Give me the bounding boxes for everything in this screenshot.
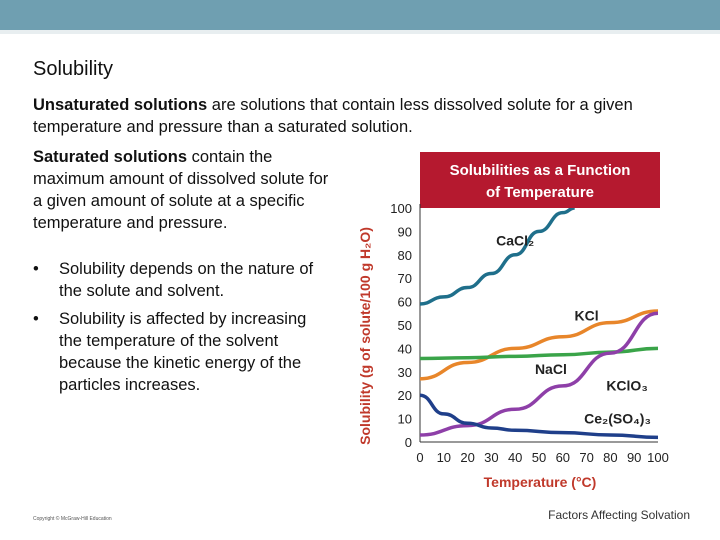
copyright-notice: Copyright © McGraw-Hill Education (33, 516, 112, 522)
header-band (0, 0, 720, 30)
series-label: Ce₂(SO₄)₃ (584, 410, 651, 426)
x-tick-label: 90 (627, 450, 641, 465)
header-divider (0, 30, 720, 34)
slide-title: Solubility (33, 58, 114, 80)
y-tick-label: 0 (405, 435, 412, 450)
x-tick-label: 60 (556, 450, 570, 465)
series-label: CaCl₂ (496, 232, 534, 248)
solubility-chart: Solubilities as a Function of Temperatur… (357, 152, 669, 490)
unsaturated-term: Unsaturated solutions (33, 96, 208, 114)
series-label: KClO₃ (606, 378, 647, 394)
series-line-cacl2 (420, 208, 575, 306)
unsaturated-paragraph: Unsaturated solutions are solutions that… (33, 94, 683, 138)
y-tick-label: 60 (398, 295, 412, 310)
x-tick-label: 100 (647, 450, 669, 465)
unsaturated-definition: are solutions that contain less dissolve… (33, 96, 633, 136)
x-tick-label: 70 (579, 450, 593, 465)
y-axis-label: Solubility (g of solute/100 g H₂O) (357, 227, 373, 445)
chart-title-line1: Solubilities as a Function (450, 162, 631, 179)
footer-label: Factors Affecting Solvation (548, 508, 690, 522)
x-tick-label: 80 (603, 450, 617, 465)
saturated-term: Saturated solutions (33, 148, 188, 166)
y-tick-label: 50 (398, 318, 412, 333)
series-line-kcl (420, 309, 658, 381)
x-tick-label: 30 (484, 450, 498, 465)
y-tick-label: 40 (398, 341, 412, 356)
bullet-item: • Solubility depends on the nature of the… (33, 258, 333, 302)
y-tick-label: 70 (398, 271, 412, 286)
series-line-ce2so43 (420, 393, 658, 440)
bullet-list: • Solubility depends on the nature of the… (33, 258, 333, 402)
saturated-definition: contain the maximum amount of dissolved … (33, 148, 329, 232)
chart-title-line2: of Temperature (486, 184, 594, 201)
y-tick-label: 10 (398, 412, 412, 427)
bullet-marker: • (33, 260, 39, 278)
bullet-marker: • (33, 310, 39, 328)
y-tick-label: 100 (390, 201, 412, 216)
x-tick-label: 10 (437, 450, 451, 465)
plot-area: 0 10 20 30 40 50 60 70 80 90 100 0 10 20 30 40 50 60 70 80 9… (390, 201, 669, 465)
bullet-item: • Solubility is affected by increasing th… (33, 308, 333, 396)
y-tick-label: 20 (398, 388, 412, 403)
x-tick-label: 40 (508, 450, 522, 465)
bullet-text: Solubility is affected by increasing the… (59, 310, 307, 394)
x-tick-label: 0 (416, 450, 423, 465)
saturated-paragraph: Saturated solutions contain the maximum … (33, 146, 333, 234)
x-tick-label: 20 (460, 450, 474, 465)
series-label: NaCl (535, 361, 567, 377)
y-tick-label: 80 (398, 248, 412, 263)
bullet-text: Solubility depends on the nature of the … (59, 260, 314, 300)
x-tick-label: 50 (532, 450, 546, 465)
series-line-kclo3 (420, 311, 658, 437)
series-label: KCl (575, 307, 599, 323)
y-tick-label: 30 (398, 365, 412, 380)
chart-title-box (420, 152, 660, 208)
y-tick-label: 90 (398, 224, 412, 239)
x-axis-label: Temperature (°C) (484, 474, 597, 490)
